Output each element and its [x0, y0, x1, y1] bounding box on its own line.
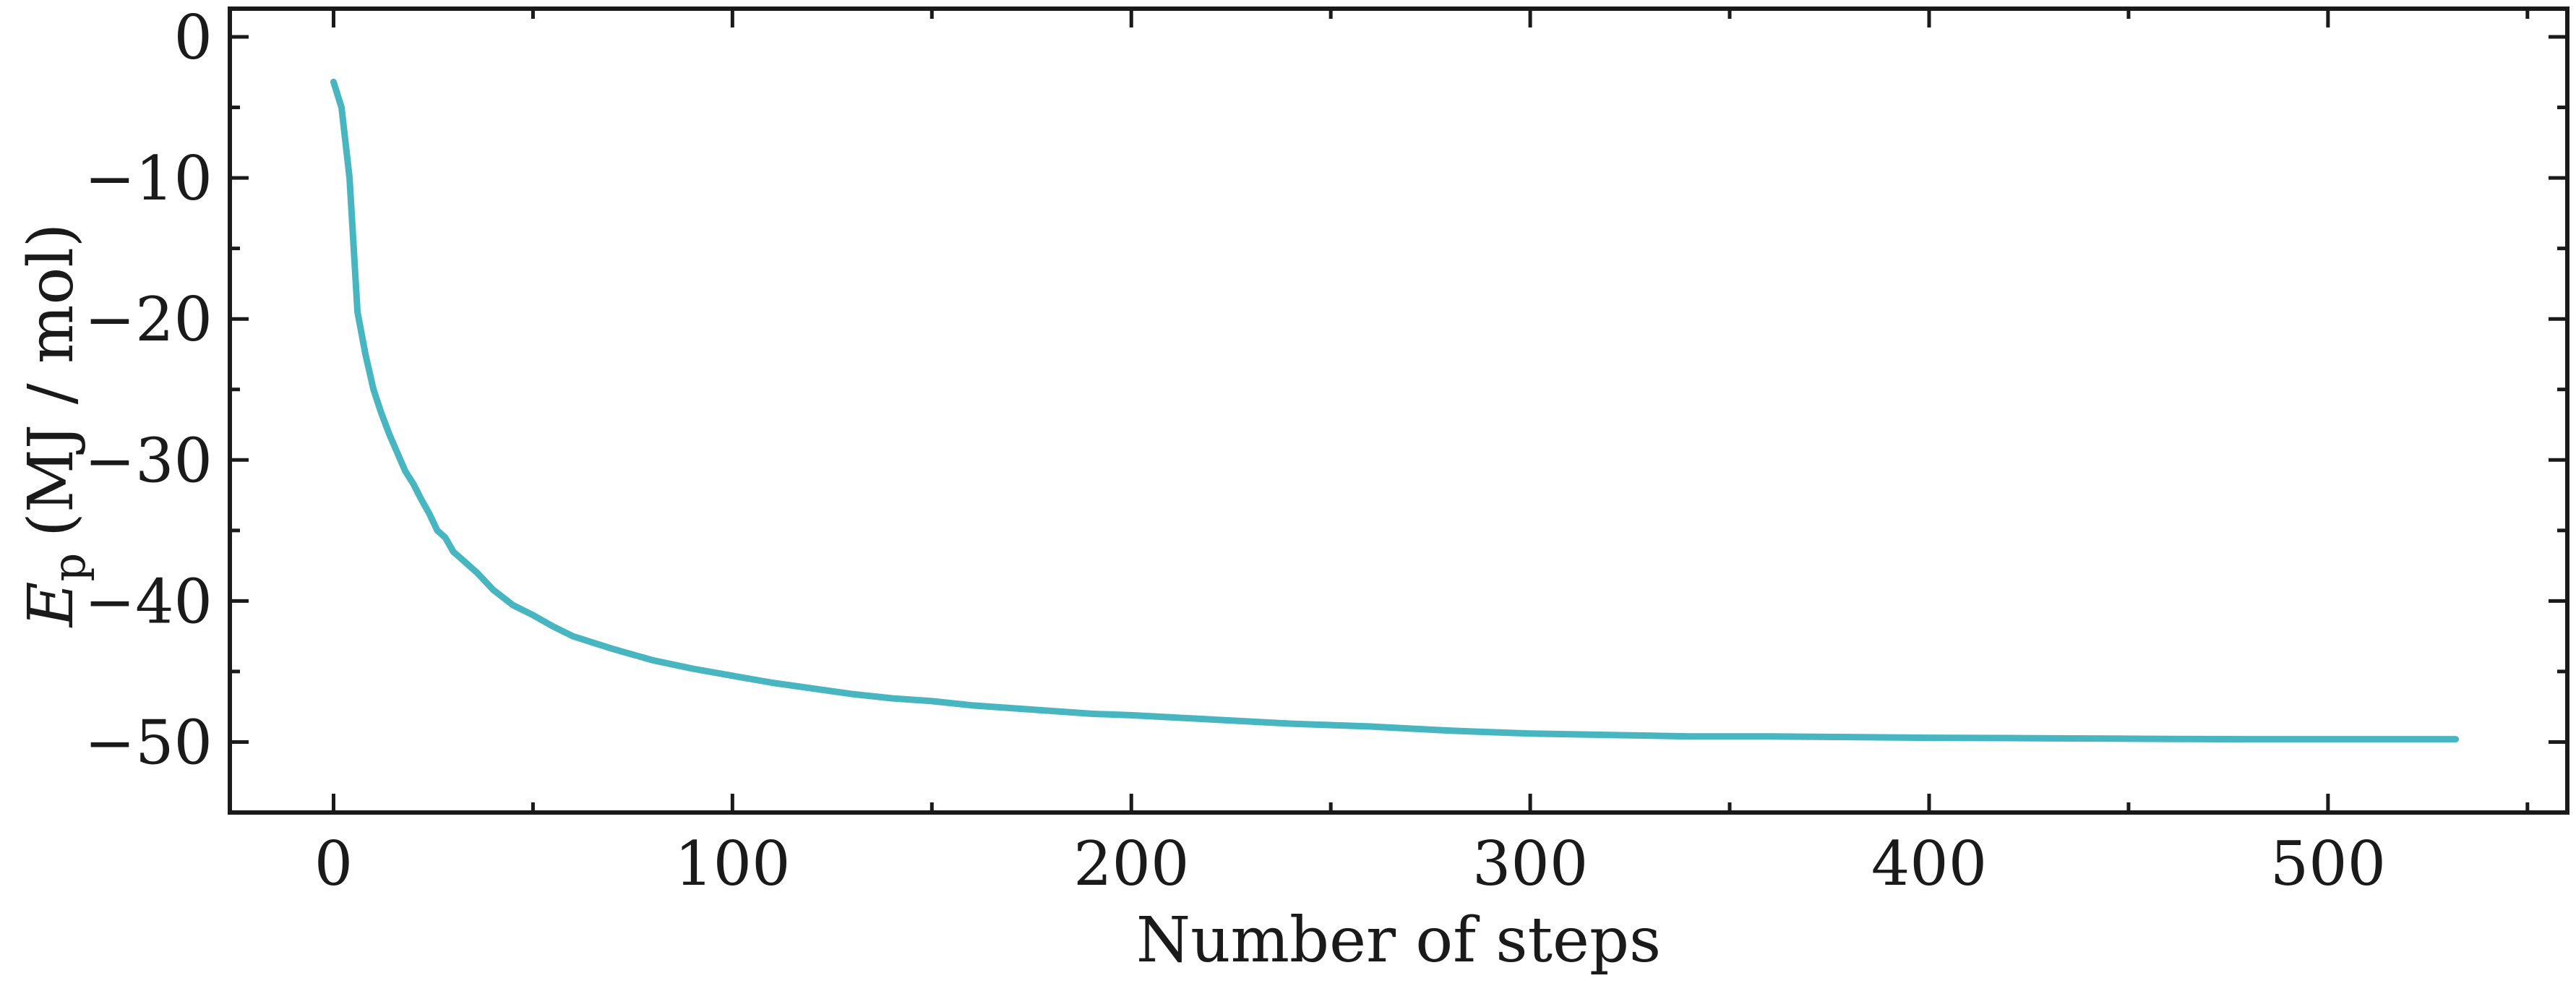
y-tick-label: −20 [85, 284, 212, 355]
x-tick-label: 400 [1871, 828, 1987, 899]
y-tick-label: −30 [85, 425, 212, 496]
x-tick-label: 0 [314, 828, 353, 899]
axis-tick-labels: 0 100 200 300 400 500 0 −10 −20 −30 −40 −50 [85, 2, 2386, 899]
series-group [330, 78, 2459, 743]
y-axis-label-symbol: E [15, 582, 87, 629]
y-tick-label: 0 [174, 2, 212, 73]
y-tick-label: −40 [85, 566, 212, 637]
y-axis-label: Ep (MJ / mol) [15, 223, 95, 629]
series-line [330, 78, 2459, 743]
y-tick-label: −10 [85, 143, 212, 214]
x-tick-label: 200 [1073, 828, 1189, 899]
plot-frame [228, 7, 2569, 815]
y-axis-label-subscript: p [43, 553, 95, 582]
x-tick-label: 100 [674, 828, 790, 899]
axis-ticks [230, 9, 2567, 813]
x-tick-label: 300 [1472, 828, 1588, 899]
x-axis-label: Number of steps [1136, 904, 1661, 977]
y-axis-label-unit: (MJ / mol) [15, 223, 87, 537]
x-tick-label: 500 [2270, 828, 2386, 899]
y-tick-label: −50 [85, 707, 212, 778]
